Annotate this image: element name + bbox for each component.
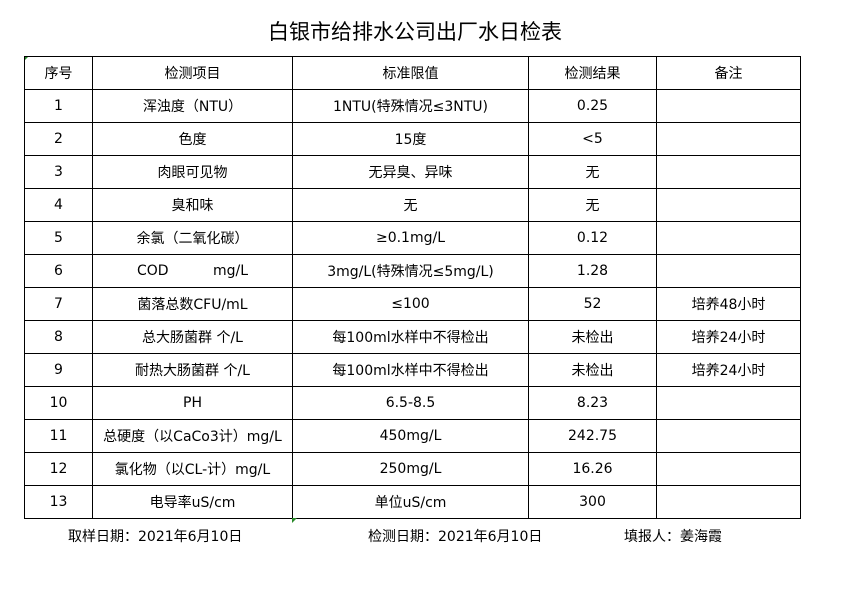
- standard-limit-cell: 450mg/L: [292, 419, 529, 453]
- test-item-cell: 肉眼可见物: [92, 155, 293, 189]
- row-number-cell: 12: [24, 452, 93, 486]
- row-number-cell: 8: [24, 320, 93, 354]
- standard-limit-cell: 单位uS/cm: [292, 485, 529, 519]
- standard-limit-cell: 250mg/L: [292, 452, 529, 486]
- remark-cell: [656, 386, 801, 420]
- test-result-cell: 0.25: [528, 89, 657, 123]
- test-item-cell: 电导率uS/cm: [92, 485, 293, 519]
- remark-cell: [656, 155, 801, 189]
- test-item-cell: 总硬度（以CaCo3计）mg/L: [92, 419, 293, 453]
- table-row: 5 余氯（二氧化碳） ≥0.1mg/L 0.12: [24, 221, 801, 255]
- test-result-cell: 无: [528, 188, 657, 222]
- row-number-cell: 9: [24, 353, 93, 387]
- table-row: 12 氯化物（以CL-计）mg/L 250mg/L 16.26: [24, 452, 801, 486]
- cell-marker: [292, 518, 297, 523]
- test-item-cell: 余氯（二氧化碳）: [92, 221, 293, 255]
- test-item-cell: 总大肠菌群 个/L: [92, 320, 293, 354]
- table-row: 1 浑浊度（NTU） 1NTU(特殊情况≤3NTU) 0.25: [24, 89, 801, 123]
- table-row: 13 电导率uS/cm 单位uS/cm 300: [24, 485, 801, 519]
- table-header-row: 序号 检测项目 标准限值 检测结果 备注: [24, 56, 801, 90]
- remark-cell: [656, 452, 801, 486]
- table-row: 2 色度 15度 <5: [24, 122, 801, 156]
- remark-cell: [656, 122, 801, 156]
- remark-cell: 培养48小时: [656, 287, 801, 321]
- header-cell: 标准限值: [292, 56, 529, 90]
- table-row: 10 PH 6.5-8.5 8.23: [24, 386, 801, 420]
- remark-cell: [656, 254, 801, 288]
- test-item-cell: 氯化物（以CL-计）mg/L: [92, 452, 293, 486]
- standard-limit-cell: ≤100: [292, 287, 529, 321]
- test-result-cell: 300: [528, 485, 657, 519]
- standard-limit-cell: 6.5-8.5: [292, 386, 529, 420]
- reporter: 填报人：姜海霞: [624, 529, 722, 545]
- standard-limit-cell: 每100ml水样中不得检出: [292, 320, 529, 354]
- row-number-cell: 7: [24, 287, 93, 321]
- table-row: 6 COD mg/L 3mg/L(特殊情况≤5mg/L) 1.28: [24, 254, 801, 288]
- standard-limit-cell: 每100ml水样中不得检出: [292, 353, 529, 387]
- test-result-cell: 1.28: [528, 254, 657, 288]
- standard-limit-cell: 无: [292, 188, 529, 222]
- table-row: 3 肉眼可见物 无异臭、异味无: [24, 155, 801, 189]
- row-number-cell: 13: [24, 485, 93, 519]
- test-result-cell: 8.23: [528, 386, 657, 420]
- header-cell: 备注: [656, 56, 801, 90]
- row-number-cell: 4: [24, 188, 93, 222]
- remark-cell: [656, 419, 801, 453]
- test-result-cell: <5: [528, 122, 657, 156]
- standard-limit-cell: ≥0.1mg/L: [292, 221, 529, 255]
- remark-cell: 培养24小时: [656, 320, 801, 354]
- row-number-cell: 6: [24, 254, 93, 288]
- test-result-cell: 无: [528, 155, 657, 189]
- row-number-cell: 2: [24, 122, 93, 156]
- test-date: 检测日期：2021年6月10日: [368, 529, 543, 545]
- test-result-cell: 未检出: [528, 320, 657, 354]
- test-result-cell: 242.75: [528, 419, 657, 453]
- page-title: 白银市给排水公司出厂水日检表: [268, 20, 562, 44]
- test-item-cell: 菌落总数CFU/mL: [92, 287, 293, 321]
- test-item-cell: 耐热大肠菌群 个/L: [92, 353, 293, 387]
- test-item-cell: 浑浊度（NTU）: [92, 89, 293, 123]
- table-row: 4 臭和味无无: [24, 188, 801, 222]
- standard-limit-cell: 3mg/L(特殊情况≤5mg/L): [292, 254, 529, 288]
- test-result-cell: 未检出: [528, 353, 657, 387]
- test-result-cell: 52: [528, 287, 657, 321]
- test-result-cell: 16.26: [528, 452, 657, 486]
- header-cell: 序号: [24, 56, 93, 90]
- header-cell: 检测项目: [92, 56, 293, 90]
- test-item-cell: COD mg/L: [92, 254, 293, 288]
- header-cell: 检测结果: [528, 56, 657, 90]
- standard-limit-cell: 1NTU(特殊情况≤3NTU): [292, 89, 529, 123]
- row-number-cell: 3: [24, 155, 93, 189]
- row-number-cell: 11: [24, 419, 93, 453]
- table-row: 8 总大肠菌群 个/L 每100ml水样中不得检出 未检出 培养24小时: [24, 320, 801, 354]
- test-item-cell: 色度: [92, 122, 293, 156]
- row-number-cell: 1: [24, 89, 93, 123]
- test-item-cell: PH: [92, 386, 293, 420]
- standard-limit-cell: 15度: [292, 122, 529, 156]
- remark-cell: [656, 188, 801, 222]
- inspection-table: 序号 检测项目 标准限值 检测结果 备注 1 浑浊度（NTU） 1NTU(特殊情况≤…: [24, 56, 801, 519]
- remark-cell: [656, 89, 801, 123]
- table-row: 7 菌落总数CFU/mL ≤100 52 培养48小时: [24, 287, 801, 321]
- sample-date: 取样日期：2021年6月10日: [68, 529, 243, 545]
- test-result-cell: 0.12: [528, 221, 657, 255]
- row-number-cell: 5: [24, 221, 93, 255]
- remark-cell: [656, 485, 801, 519]
- test-item-cell: 臭和味: [92, 188, 293, 222]
- table-row: 11 总硬度（以CaCo3计）mg/L 450mg/L 242.75: [24, 419, 801, 453]
- table-row: 9 耐热大肠菌群 个/L 每100ml水样中不得检出 未检出 培养24小时: [24, 353, 801, 387]
- row-number-cell: 10: [24, 386, 93, 420]
- remark-cell: [656, 221, 801, 255]
- remark-cell: 培养24小时: [656, 353, 801, 387]
- standard-limit-cell: 无异臭、异味: [292, 155, 529, 189]
